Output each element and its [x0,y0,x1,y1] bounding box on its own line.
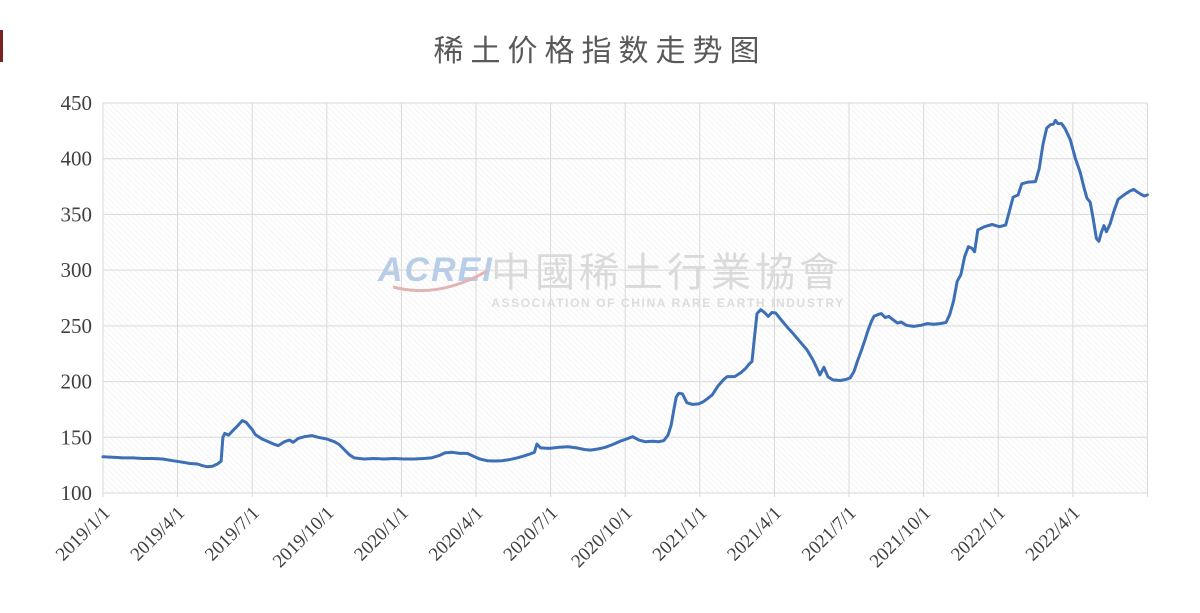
y-tick-label: 250 [61,314,93,338]
y-tick-label: 400 [61,147,93,171]
left-edge-mark [0,30,3,62]
x-tick-label: 2019/7/1 [201,503,264,566]
watermark-chinese-name: 中國稀土行業協會 [491,250,843,295]
price-index-series-line [101,118,1149,469]
x-tick-label: 2020/4/1 [425,503,488,566]
watermark-acrei-logo-text: ACREI [377,251,494,289]
x-tick-label: 2019/10/1 [269,503,338,572]
y-tick-label: 100 [61,481,93,505]
x-tick-label: 2020/7/1 [500,503,563,566]
y-tick-label: 450 [61,91,93,115]
watermark-english-name: ASSOCIATION OF CHINA RARE EARTH INDUSTRY [491,296,845,310]
watermark-swoosh-icon [392,269,488,293]
x-tick-label: 2022/1/1 [947,503,1010,566]
page-title: 稀土价格指数走势图 [433,35,767,68]
x-tick-label: 2020/10/1 [567,503,636,572]
y-axis-tick-labels: 100 150 200 250 300 350 400 450 [61,91,93,505]
y-tick-label: 300 [61,258,93,282]
x-tick-label: 2021/10/1 [866,503,935,572]
x-tick-label: 2019/4/1 [127,503,190,566]
x-tick-label: 2021/4/1 [723,503,786,566]
x-tick-label: 2022/4/1 [1022,503,1085,566]
x-tick-label: 2020/1/1 [350,503,413,566]
y-tick-label: 200 [61,370,93,394]
x-tick-label: 2019/1/1 [52,503,115,566]
x-tick-label: 2021/1/1 [649,503,712,566]
x-tick-label: 2021/7/1 [798,503,861,566]
y-tick-label: 350 [61,202,93,226]
watermark: ACREI 中國稀土行業協會 ASSOCIATION OF CHINA RARE… [377,250,845,310]
gridlines [102,102,1148,497]
x-axis-tick-labels: 2019/1/1 2019/4/1 2019/7/1 2019/10/1 2020/1/… [52,503,1084,572]
y-tick-label: 150 [61,425,93,449]
